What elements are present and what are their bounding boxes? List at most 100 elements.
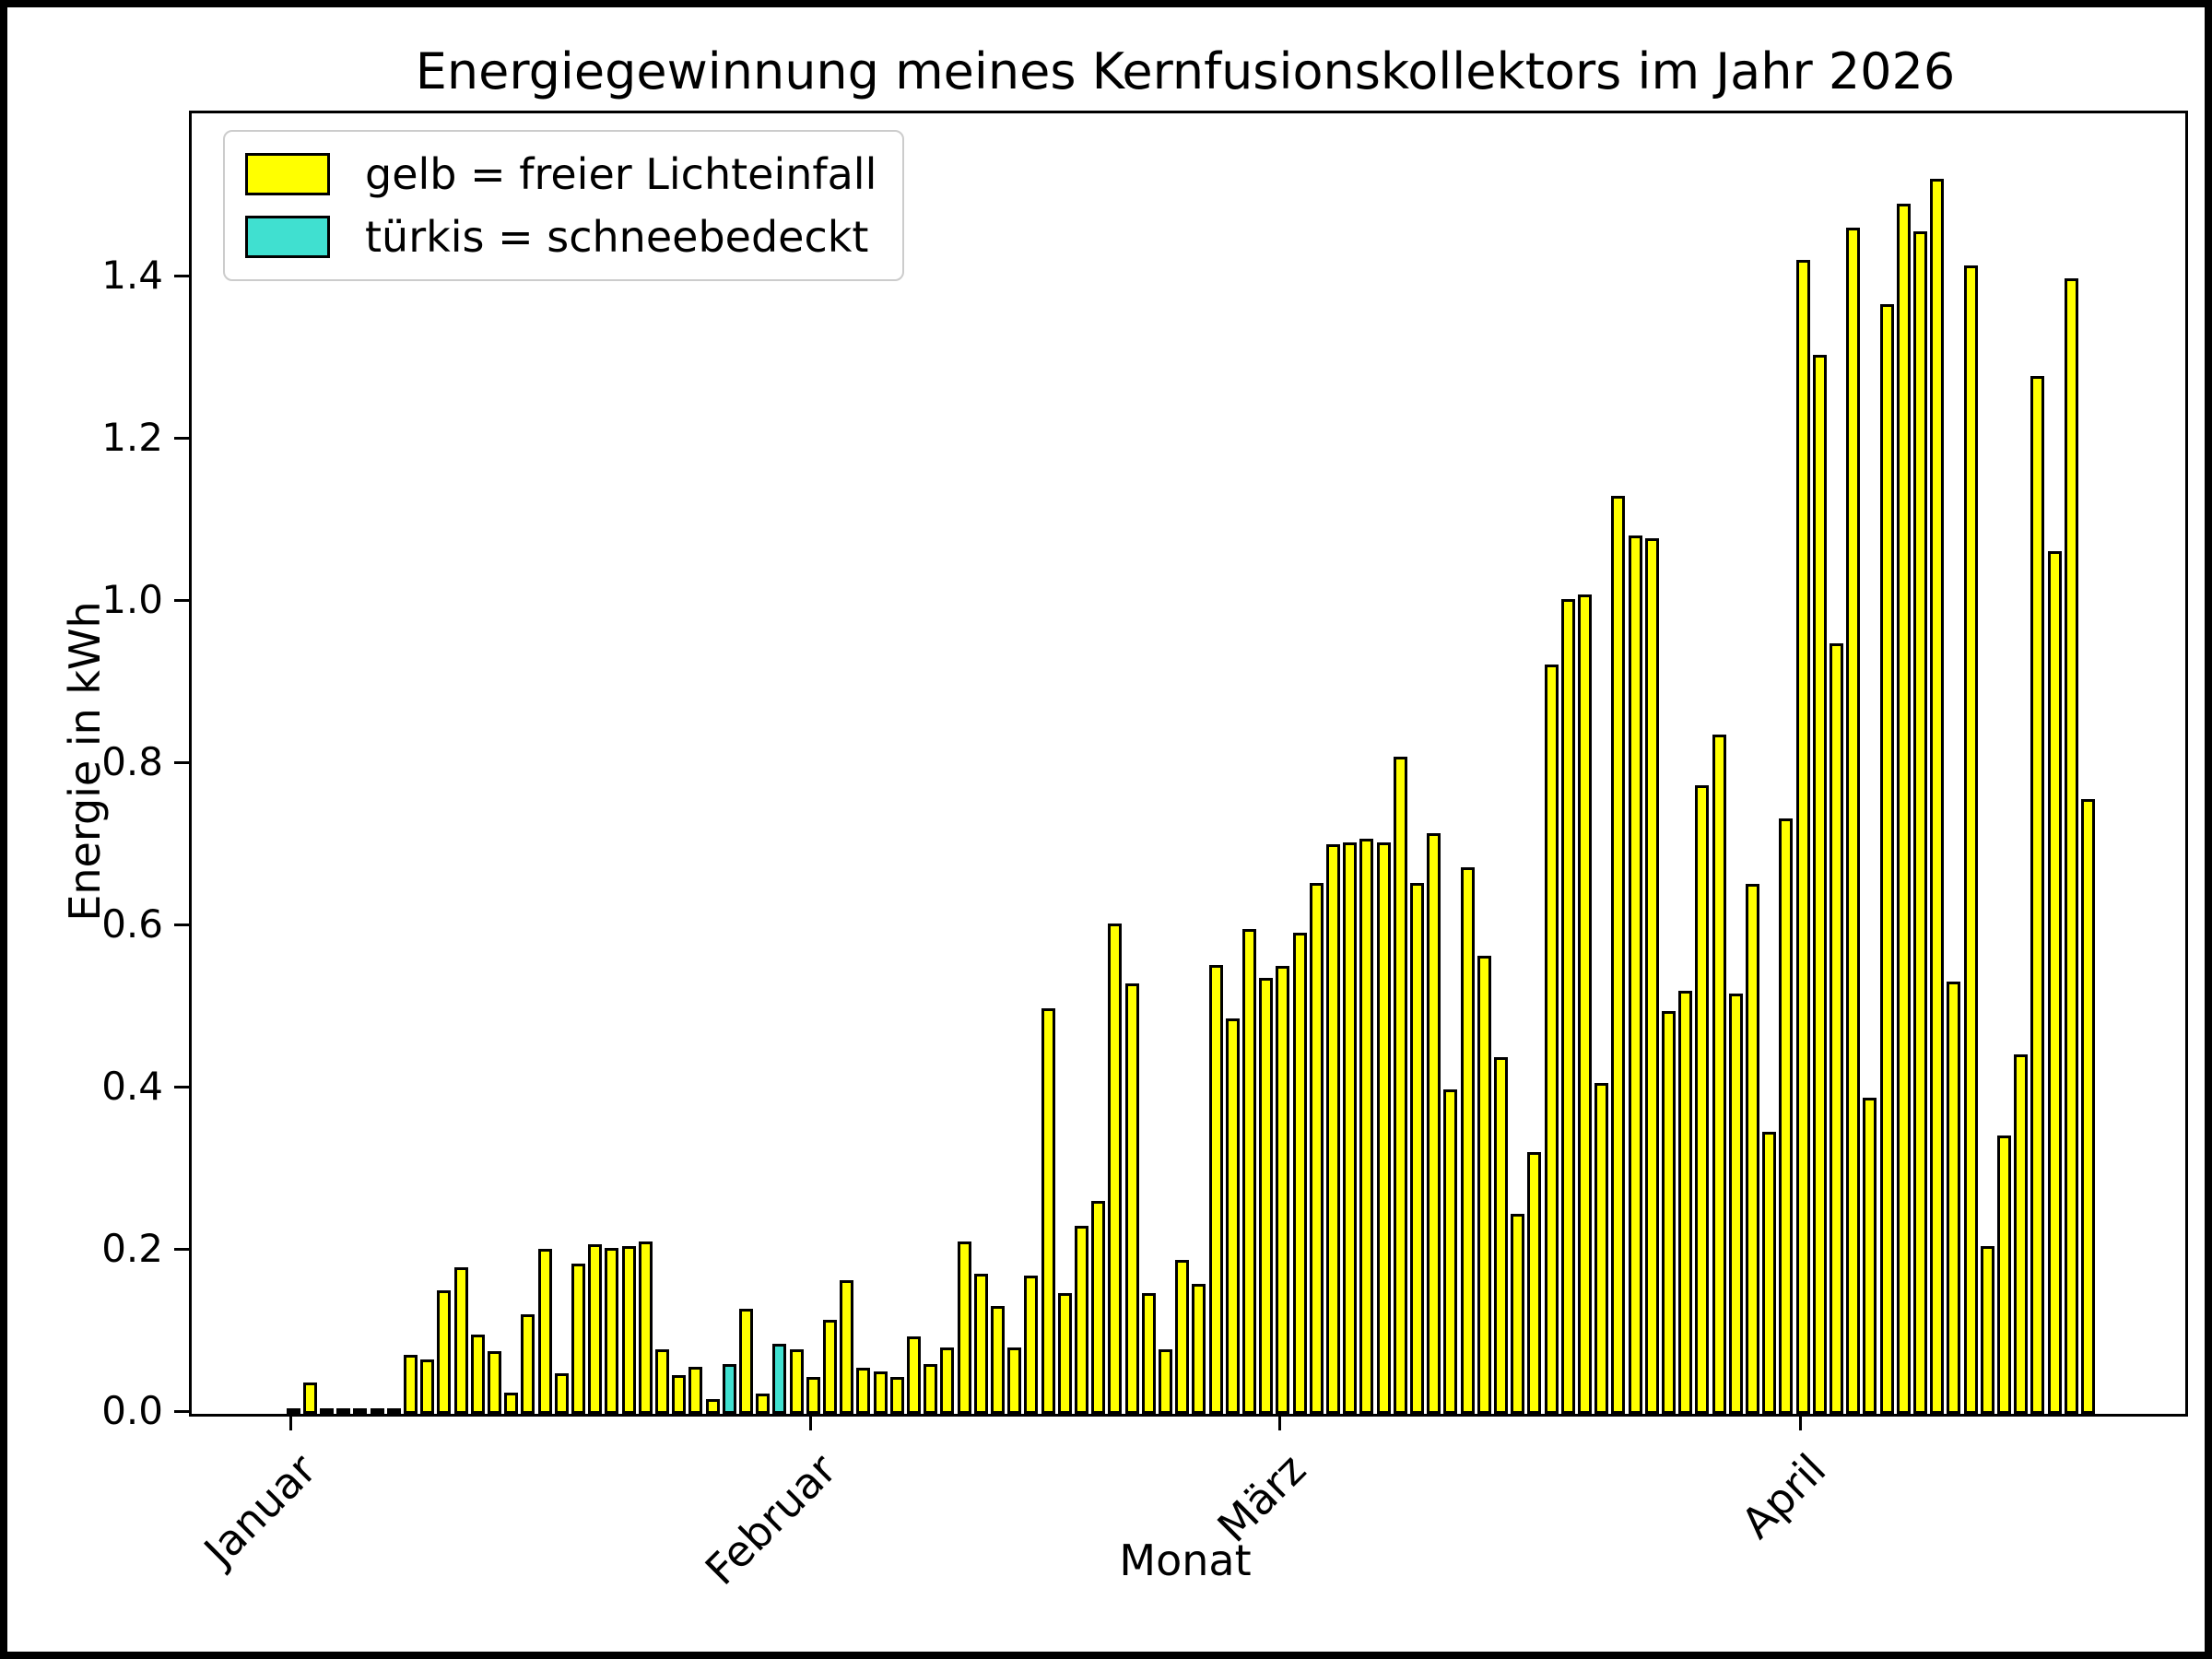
bar-free-light xyxy=(957,1241,971,1414)
y-tick-mark xyxy=(174,598,189,602)
bar-free-light xyxy=(571,1264,585,1414)
y-tick-mark xyxy=(174,274,189,277)
bar-free-light xyxy=(437,1290,452,1414)
x-axis-title: Monat xyxy=(1119,1535,1252,1585)
bar-free-light xyxy=(1829,643,1843,1414)
bar-free-light xyxy=(621,1246,636,1414)
bar-free-light xyxy=(1493,1057,1508,1414)
x-tick-mark xyxy=(288,1414,292,1430)
bar-free-light xyxy=(504,1393,519,1414)
bar-free-light xyxy=(1443,1089,1458,1414)
bar-free-light xyxy=(1879,304,1894,1414)
bar-free-light xyxy=(1628,535,1642,1414)
bar-free-light xyxy=(1292,933,1307,1414)
bar-free-light xyxy=(1846,228,1861,1414)
bar-free-light xyxy=(1779,818,1794,1414)
bar-free-light xyxy=(319,1408,334,1414)
bar-free-light xyxy=(1912,231,1927,1414)
bar-free-light xyxy=(1745,884,1759,1414)
bar-free-light xyxy=(336,1408,351,1414)
y-axis-title: Energie in kWh xyxy=(60,601,110,922)
bar-free-light xyxy=(1024,1276,1039,1414)
bar-free-light xyxy=(822,1320,837,1414)
bar-free-light xyxy=(1141,1293,1156,1414)
bar-free-light xyxy=(1527,1152,1542,1414)
bar-free-light xyxy=(756,1394,771,1414)
bar-free-light xyxy=(1577,594,1592,1414)
x-tick-mark xyxy=(808,1414,812,1430)
legend-row-turquoise: türkis = schneebedeckt xyxy=(245,213,877,261)
bar-free-light xyxy=(1074,1226,1088,1414)
legend: gelb = freier Lichteinfall türkis = schn… xyxy=(223,130,905,281)
bar-free-light xyxy=(990,1306,1005,1414)
bar-free-light xyxy=(286,1408,300,1414)
bar-free-light xyxy=(1511,1214,1525,1414)
legend-label-turquoise: türkis = schneebedeckt xyxy=(365,212,869,262)
bar-free-light xyxy=(1812,355,1827,1414)
bar-free-light xyxy=(1712,735,1726,1414)
legend-swatch-yellow xyxy=(245,153,330,195)
bar-free-light xyxy=(688,1367,703,1414)
bar-free-light xyxy=(1007,1347,1022,1414)
bar-free-light xyxy=(1594,1083,1609,1414)
bar-free-light xyxy=(1460,867,1475,1414)
bar-free-light xyxy=(1980,1246,1994,1414)
bar-free-light xyxy=(1963,265,1978,1414)
bar-free-light xyxy=(638,1241,653,1414)
bar-free-light xyxy=(605,1248,619,1414)
y-tick-label: 0.6 xyxy=(101,901,163,947)
bar-free-light xyxy=(1930,179,1945,1414)
y-tick-mark xyxy=(174,1409,189,1413)
y-tick-label: 0.8 xyxy=(101,739,163,784)
bar-free-light xyxy=(873,1371,888,1414)
bar-free-light xyxy=(840,1280,854,1414)
x-tick-label: Februar xyxy=(695,1444,846,1595)
bar-free-light xyxy=(654,1349,669,1414)
bar-free-light xyxy=(789,1349,804,1414)
y-tick-mark xyxy=(174,923,189,926)
bar-free-light xyxy=(453,1267,468,1414)
bar-free-light xyxy=(1158,1349,1172,1414)
plot-area: gelb = freier Lichteinfall türkis = schn… xyxy=(189,111,2188,1417)
y-tick-label: 1.2 xyxy=(101,415,163,460)
bar-free-light xyxy=(1175,1260,1190,1414)
bar-free-light xyxy=(1393,757,1407,1414)
bar-free-light xyxy=(2064,278,2078,1414)
bar-free-light xyxy=(1192,1284,1206,1414)
bar-free-light xyxy=(705,1399,720,1414)
bar-free-light xyxy=(302,1382,317,1414)
bar-free-light xyxy=(973,1274,988,1414)
bar-free-light xyxy=(1695,785,1710,1414)
bar-free-light xyxy=(1091,1201,1106,1414)
x-tick-label: April xyxy=(1731,1444,1836,1548)
bar-free-light xyxy=(1376,842,1391,1414)
bar-free-light xyxy=(1477,956,1491,1414)
legend-label-yellow: gelb = freier Lichteinfall xyxy=(365,149,877,199)
bar-free-light xyxy=(1124,983,1139,1414)
bar-free-light xyxy=(2047,551,2062,1414)
bar-free-light xyxy=(806,1377,820,1414)
bar-free-light xyxy=(940,1347,955,1414)
y-tick-mark xyxy=(174,436,189,440)
bar-free-light xyxy=(1728,994,1743,1414)
bar-free-light xyxy=(1325,844,1340,1414)
y-tick-mark xyxy=(174,760,189,764)
y-tick-label: 0.2 xyxy=(101,1226,163,1271)
bar-free-light xyxy=(353,1408,368,1414)
bar-free-light xyxy=(1225,1018,1240,1414)
bar-free-light xyxy=(1309,883,1324,1414)
bar-free-light xyxy=(1427,833,1441,1414)
y-tick-label: 0.4 xyxy=(101,1064,163,1109)
bar-free-light xyxy=(487,1351,501,1414)
bar-free-light xyxy=(2030,376,2045,1414)
legend-swatch-turquoise xyxy=(245,216,330,258)
chart-title: Energiegewinnung meines Kernfusionskolle… xyxy=(415,42,1956,100)
bar-free-light xyxy=(1996,1135,2011,1414)
bar-free-light xyxy=(470,1335,485,1414)
bar-free-light xyxy=(1644,538,1659,1414)
bar-free-light xyxy=(1041,1008,1055,1414)
bar-free-light xyxy=(1276,966,1290,1414)
bar-free-light xyxy=(420,1359,435,1414)
bar-free-light xyxy=(386,1408,401,1414)
